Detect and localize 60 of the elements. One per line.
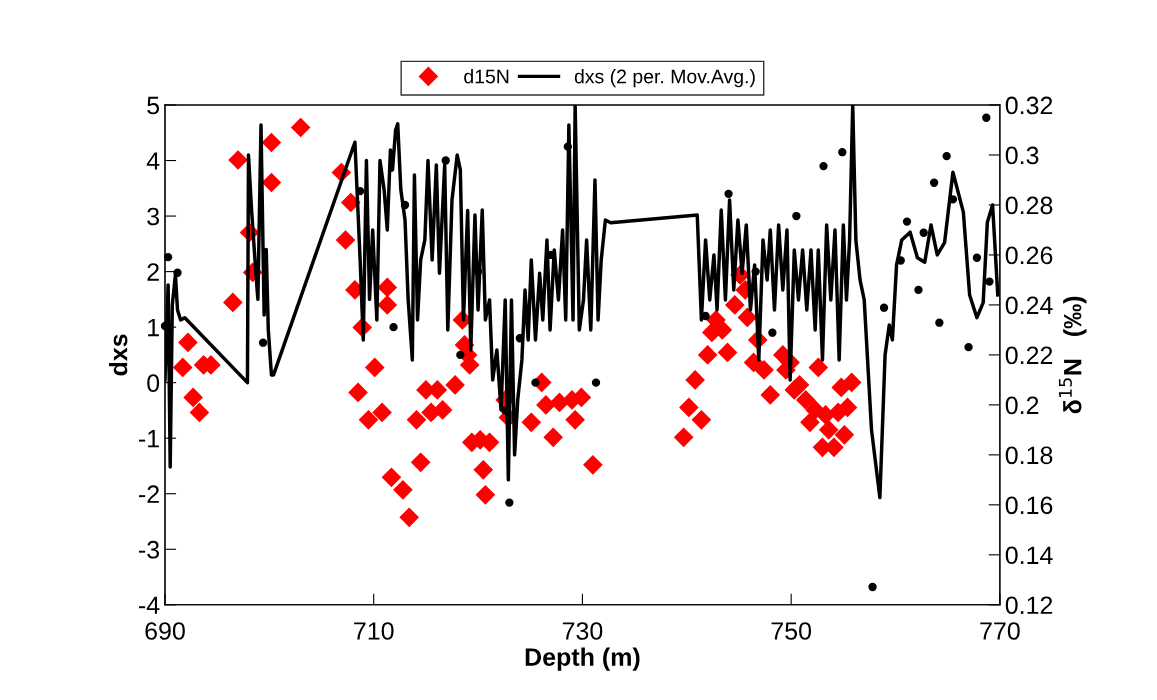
point xyxy=(173,268,182,277)
y2-axis-title: δ$^{15}$N (‰) xyxy=(1058,296,1087,414)
point xyxy=(400,200,410,210)
y-tick-label: 3 xyxy=(147,207,160,226)
y2-tick-label: 0.28 xyxy=(1005,196,1053,215)
y-tick-label: -1 xyxy=(139,430,159,448)
point xyxy=(982,113,991,122)
point xyxy=(792,211,801,221)
point xyxy=(819,161,828,171)
point xyxy=(914,285,923,295)
y-axis-title: dxs xyxy=(109,334,128,376)
y-tick-label: 5 xyxy=(147,96,160,115)
x-tick-label: 770 xyxy=(980,622,1020,640)
point xyxy=(929,178,939,187)
point xyxy=(505,498,514,507)
point xyxy=(441,156,450,165)
legend-label: d15N xyxy=(464,69,509,84)
x-tick-label: 710 xyxy=(354,622,394,640)
point xyxy=(389,322,398,332)
point xyxy=(258,338,268,347)
point xyxy=(972,253,982,262)
point xyxy=(751,267,760,276)
point xyxy=(879,303,889,312)
y2-tick-label: 0.14 xyxy=(1005,546,1053,565)
point xyxy=(935,318,944,327)
y-tick-label: 0 xyxy=(147,374,160,392)
y2-tick-label: 0.18 xyxy=(1005,446,1053,465)
point xyxy=(768,328,777,337)
y-tick-label: -3 xyxy=(139,540,160,559)
y-tick-label: -2 xyxy=(139,485,159,503)
point xyxy=(985,277,994,286)
point xyxy=(456,350,465,360)
y-tick-label: 1 xyxy=(148,318,159,337)
x-tick-label: 690 xyxy=(145,622,185,640)
x-tick-label: 750 xyxy=(771,622,812,640)
y-tick-label: 2 xyxy=(147,263,159,281)
point xyxy=(964,342,973,352)
point xyxy=(868,582,877,592)
point xyxy=(163,252,173,262)
point xyxy=(563,142,572,151)
x-tick-label: 730 xyxy=(562,622,603,640)
y2-tick-label: 0.12 xyxy=(1005,596,1053,615)
point xyxy=(724,189,733,199)
legend-label: dxs (2 per. Mov.Avg.) xyxy=(574,69,755,88)
y2-tick-label: 0.32 xyxy=(1005,96,1053,115)
y-tick-label: -4 xyxy=(139,596,160,614)
y2-tick-label: 0.16 xyxy=(1005,496,1053,515)
y2-tick-label: 0.2 xyxy=(1005,396,1039,415)
y-tick-label: 4 xyxy=(146,152,160,170)
point xyxy=(942,151,951,161)
point xyxy=(531,378,540,387)
y2-tick-label: 0.22 xyxy=(1005,346,1053,365)
x-axis-title: Depth (m) xyxy=(525,647,640,671)
point xyxy=(591,378,601,387)
y2-tick-label: 0.24 xyxy=(1005,296,1053,315)
y2-tick-label: 0.3 xyxy=(1005,146,1039,165)
point xyxy=(919,228,928,237)
point xyxy=(902,217,912,226)
y2-tick-label: 0.26 xyxy=(1005,246,1053,265)
point xyxy=(838,148,847,157)
